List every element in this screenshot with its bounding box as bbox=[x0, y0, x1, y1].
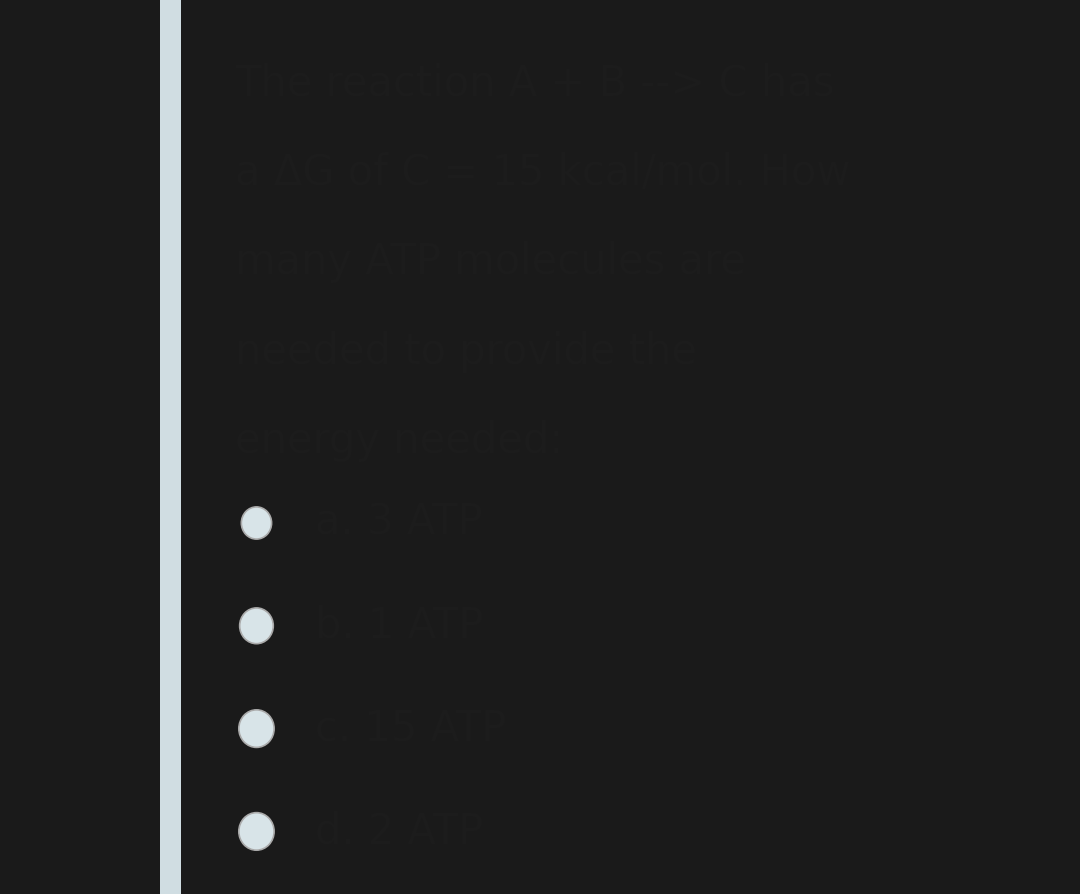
Text: d. 2 ATP: d. 2 ATP bbox=[315, 811, 484, 852]
Bar bbox=[160, 0, 180, 894]
Circle shape bbox=[239, 710, 274, 747]
Text: needed to provide the: needed to provide the bbox=[235, 331, 698, 373]
Text: b. 1 ATP: b. 1 ATP bbox=[315, 605, 484, 646]
Text: The reaction A + B --> C has: The reaction A + B --> C has bbox=[235, 63, 835, 105]
Text: a. 3 ATP: a. 3 ATP bbox=[315, 502, 483, 544]
Text: a ΔG of C = 15 kcal/mol. How: a ΔG of C = 15 kcal/mol. How bbox=[235, 152, 851, 194]
Circle shape bbox=[240, 608, 273, 644]
Text: c. 15 ATP: c. 15 ATP bbox=[315, 708, 507, 749]
Text: many ATP molecules are: many ATP molecules are bbox=[235, 241, 746, 283]
Circle shape bbox=[241, 507, 271, 539]
Text: energy needed:: energy needed: bbox=[235, 420, 564, 462]
Circle shape bbox=[239, 813, 274, 850]
